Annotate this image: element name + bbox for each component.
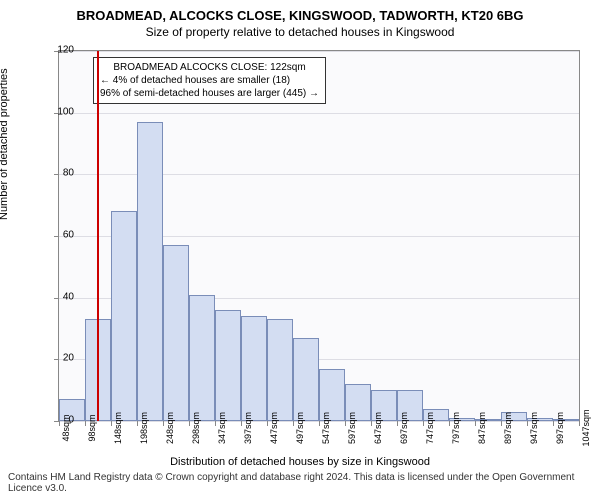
xtick-label: 447sqm: [269, 412, 279, 444]
footer-text: Contains HM Land Registry data © Crown c…: [8, 472, 600, 494]
y-axis-label: Number of detached properties: [0, 68, 10, 220]
xtick-label: 797sqm: [451, 412, 461, 444]
xtick-label: 397sqm: [243, 412, 253, 444]
chart-container: BROADMEAD, ALCOCKS CLOSE, KINGSWOOD, TAD…: [0, 0, 600, 500]
ytick-label: 60: [44, 230, 74, 241]
xtick-label: 747sqm: [425, 412, 435, 444]
xtick-label: 1047sqm: [581, 409, 591, 446]
xtick-mark: [527, 421, 528, 426]
xtick-label: 697sqm: [399, 412, 409, 444]
gridline: [59, 113, 579, 114]
xtick-label: 198sqm: [139, 412, 149, 444]
property-marker-line: [97, 51, 99, 421]
plot-area: BROADMEAD ALCOCKS CLOSE: 122sqm ← 4% of …: [58, 50, 580, 422]
xtick-mark: [397, 421, 398, 426]
xtick-label: 647sqm: [373, 412, 383, 444]
annotation-box: BROADMEAD ALCOCKS CLOSE: 122sqm ← 4% of …: [93, 57, 326, 104]
xtick-mark: [345, 421, 346, 426]
histogram-bar: [267, 319, 293, 421]
xtick-mark: [319, 421, 320, 426]
xtick-label: 347sqm: [217, 412, 227, 444]
xtick-label: 547sqm: [321, 412, 331, 444]
annotation-line2: ← 4% of detached houses are smaller (18): [100, 74, 319, 87]
xtick-mark: [475, 421, 476, 426]
xtick-label: 497sqm: [295, 412, 305, 444]
ytick-label: 40: [44, 291, 74, 302]
x-axis-label: Distribution of detached houses by size …: [0, 456, 600, 468]
xtick-mark: [163, 421, 164, 426]
xtick-mark: [215, 421, 216, 426]
xtick-mark: [137, 421, 138, 426]
xtick-label: 48sqm: [61, 414, 71, 441]
xtick-label: 947sqm: [529, 412, 539, 444]
annotation-line3: 96% of semi-detached houses are larger (…: [100, 87, 319, 100]
xtick-mark: [553, 421, 554, 426]
histogram-bar: [293, 338, 319, 421]
histogram-bar: [241, 316, 267, 421]
xtick-mark: [111, 421, 112, 426]
xtick-mark: [449, 421, 450, 426]
xtick-label: 897sqm: [503, 412, 513, 444]
chart-subtitle: Size of property relative to detached ho…: [0, 23, 600, 39]
histogram-bar: [111, 211, 137, 421]
xtick-label: 847sqm: [477, 412, 487, 444]
annotation-line1: BROADMEAD ALCOCKS CLOSE: 122sqm: [100, 61, 319, 74]
xtick-label: 597sqm: [347, 412, 357, 444]
xtick-mark: [501, 421, 502, 426]
xtick-label: 98sqm: [87, 414, 97, 441]
xtick-mark: [371, 421, 372, 426]
xtick-mark: [293, 421, 294, 426]
xtick-label: 248sqm: [165, 412, 175, 444]
histogram-bar: [189, 295, 215, 421]
ytick-label: 80: [44, 168, 74, 179]
xtick-label: 997sqm: [555, 412, 565, 444]
xtick-mark: [423, 421, 424, 426]
xtick-mark: [579, 421, 580, 426]
ytick-label: 100: [44, 106, 74, 117]
xtick-mark: [189, 421, 190, 426]
ytick-label: 120: [44, 45, 74, 56]
xtick-label: 298sqm: [191, 412, 201, 444]
histogram-bar: [163, 245, 189, 421]
xtick-label: 148sqm: [113, 412, 123, 444]
xtick-mark: [85, 421, 86, 426]
ytick-label: 20: [44, 353, 74, 364]
histogram-bar: [137, 122, 163, 421]
gridline: [59, 51, 579, 52]
xtick-mark: [241, 421, 242, 426]
xtick-mark: [267, 421, 268, 426]
chart-title: BROADMEAD, ALCOCKS CLOSE, KINGSWOOD, TAD…: [0, 0, 600, 23]
histogram-bar: [215, 310, 241, 421]
